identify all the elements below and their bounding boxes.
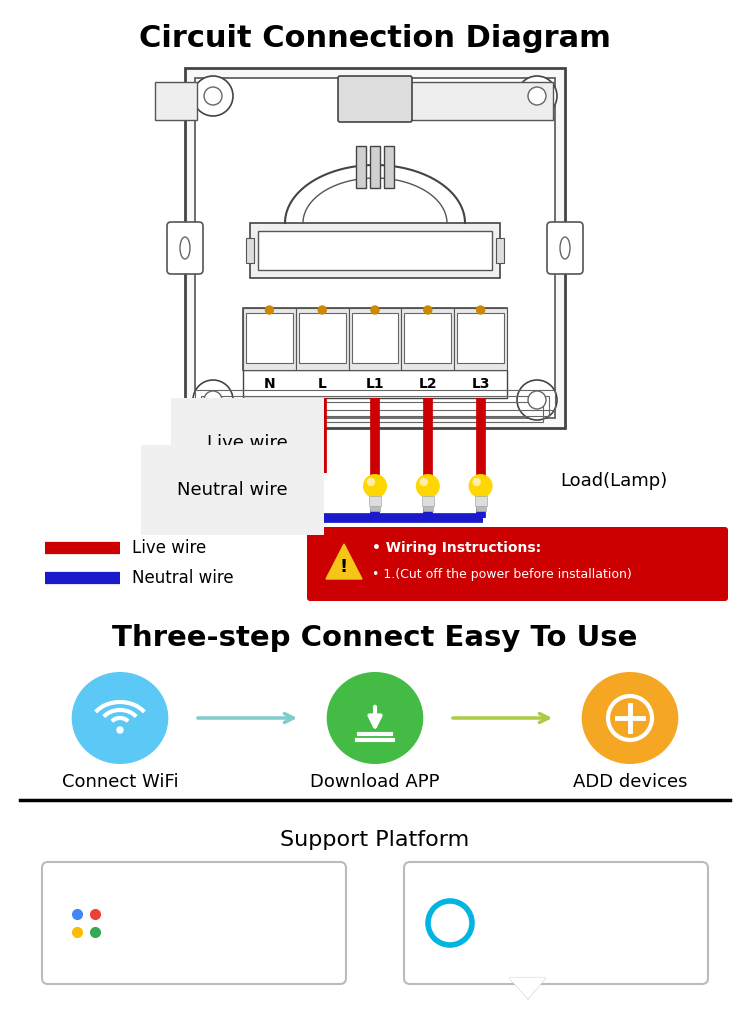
Bar [349, 308, 401, 370]
Text: Neutral wire: Neutral wire [177, 481, 288, 499]
FancyBboxPatch shape [195, 78, 555, 418]
Bar [246, 238, 254, 263]
Circle shape [204, 87, 222, 105]
FancyBboxPatch shape [167, 222, 203, 274]
Circle shape [117, 727, 123, 733]
Ellipse shape [72, 672, 168, 764]
Bar [475, 496, 487, 506]
Text: • Wiring Instructions:: • Wiring Instructions: [372, 541, 542, 555]
Text: L3: L3 [471, 377, 490, 391]
Circle shape [528, 87, 546, 105]
FancyBboxPatch shape [338, 76, 412, 122]
Circle shape [367, 478, 375, 486]
Text: Live wire: Live wire [207, 434, 288, 452]
FancyBboxPatch shape [250, 223, 500, 278]
FancyBboxPatch shape [185, 68, 565, 428]
Polygon shape [326, 544, 362, 579]
FancyBboxPatch shape [404, 313, 451, 363]
Bar [369, 496, 381, 506]
FancyBboxPatch shape [307, 527, 728, 601]
Text: L2: L2 [419, 377, 437, 391]
FancyBboxPatch shape [246, 313, 292, 363]
FancyBboxPatch shape [298, 313, 346, 363]
Bar [370, 506, 380, 511]
Bar [422, 496, 434, 506]
Text: N: N [263, 377, 275, 391]
Bar [423, 506, 433, 511]
Circle shape [193, 380, 233, 420]
FancyBboxPatch shape [547, 222, 583, 274]
Bar [370, 146, 380, 188]
Circle shape [204, 391, 222, 409]
Bar [401, 308, 454, 370]
Circle shape [318, 306, 326, 314]
Bar [356, 146, 366, 188]
Bar [243, 370, 507, 398]
FancyBboxPatch shape [258, 231, 492, 270]
Circle shape [419, 478, 428, 486]
Text: L: L [318, 377, 327, 391]
Circle shape [517, 76, 557, 116]
Ellipse shape [582, 672, 678, 764]
FancyBboxPatch shape [154, 82, 197, 120]
Circle shape [371, 306, 379, 314]
Polygon shape [510, 978, 545, 998]
FancyBboxPatch shape [352, 313, 398, 363]
Bar [384, 146, 394, 188]
Bar [195, 390, 555, 410]
Bar [476, 506, 485, 511]
Circle shape [266, 306, 274, 314]
Circle shape [528, 391, 546, 409]
Text: Google Assistant: Google Assistant [110, 927, 250, 945]
Text: • 1.(Cut off the power before installation): • 1.(Cut off the power before installati… [372, 568, 632, 580]
Text: works with the: works with the [110, 899, 232, 917]
Text: Connect WiFi: Connect WiFi [62, 773, 178, 792]
FancyBboxPatch shape [404, 862, 708, 984]
Text: Support Platform: Support Platform [280, 830, 470, 850]
Text: Three-step Connect Easy To Use: Three-step Connect Easy To Use [112, 624, 638, 652]
Circle shape [476, 306, 484, 314]
Text: Load(Lamp): Load(Lamp) [560, 472, 668, 490]
FancyBboxPatch shape [458, 313, 504, 363]
Circle shape [472, 478, 481, 486]
Bar [207, 402, 543, 422]
Circle shape [193, 76, 233, 116]
Circle shape [469, 474, 493, 498]
FancyBboxPatch shape [42, 862, 346, 984]
Ellipse shape [327, 672, 423, 764]
Bar [454, 308, 507, 370]
Text: Circuit Connection Diagram: Circuit Connection Diagram [139, 24, 611, 53]
Circle shape [363, 474, 387, 498]
Text: L1: L1 [366, 377, 384, 391]
Ellipse shape [180, 237, 190, 259]
Ellipse shape [560, 237, 570, 259]
Circle shape [424, 306, 432, 314]
FancyBboxPatch shape [395, 82, 553, 120]
Text: Neutral wire: Neutral wire [132, 569, 234, 587]
Bar [201, 396, 549, 416]
Text: Download APP: Download APP [310, 773, 440, 792]
Bar [296, 308, 349, 370]
Bar [243, 308, 296, 370]
Bar [243, 308, 507, 370]
Circle shape [416, 474, 440, 498]
Text: amazon alexa: amazon alexa [488, 923, 634, 943]
Text: ADD devices: ADD devices [573, 773, 687, 792]
Text: !: ! [340, 558, 348, 576]
Text: Live wire: Live wire [132, 539, 206, 557]
Circle shape [517, 380, 557, 420]
Circle shape [428, 901, 472, 945]
Text: WORKS WITH: WORKS WITH [488, 897, 593, 911]
Bar [496, 238, 504, 263]
